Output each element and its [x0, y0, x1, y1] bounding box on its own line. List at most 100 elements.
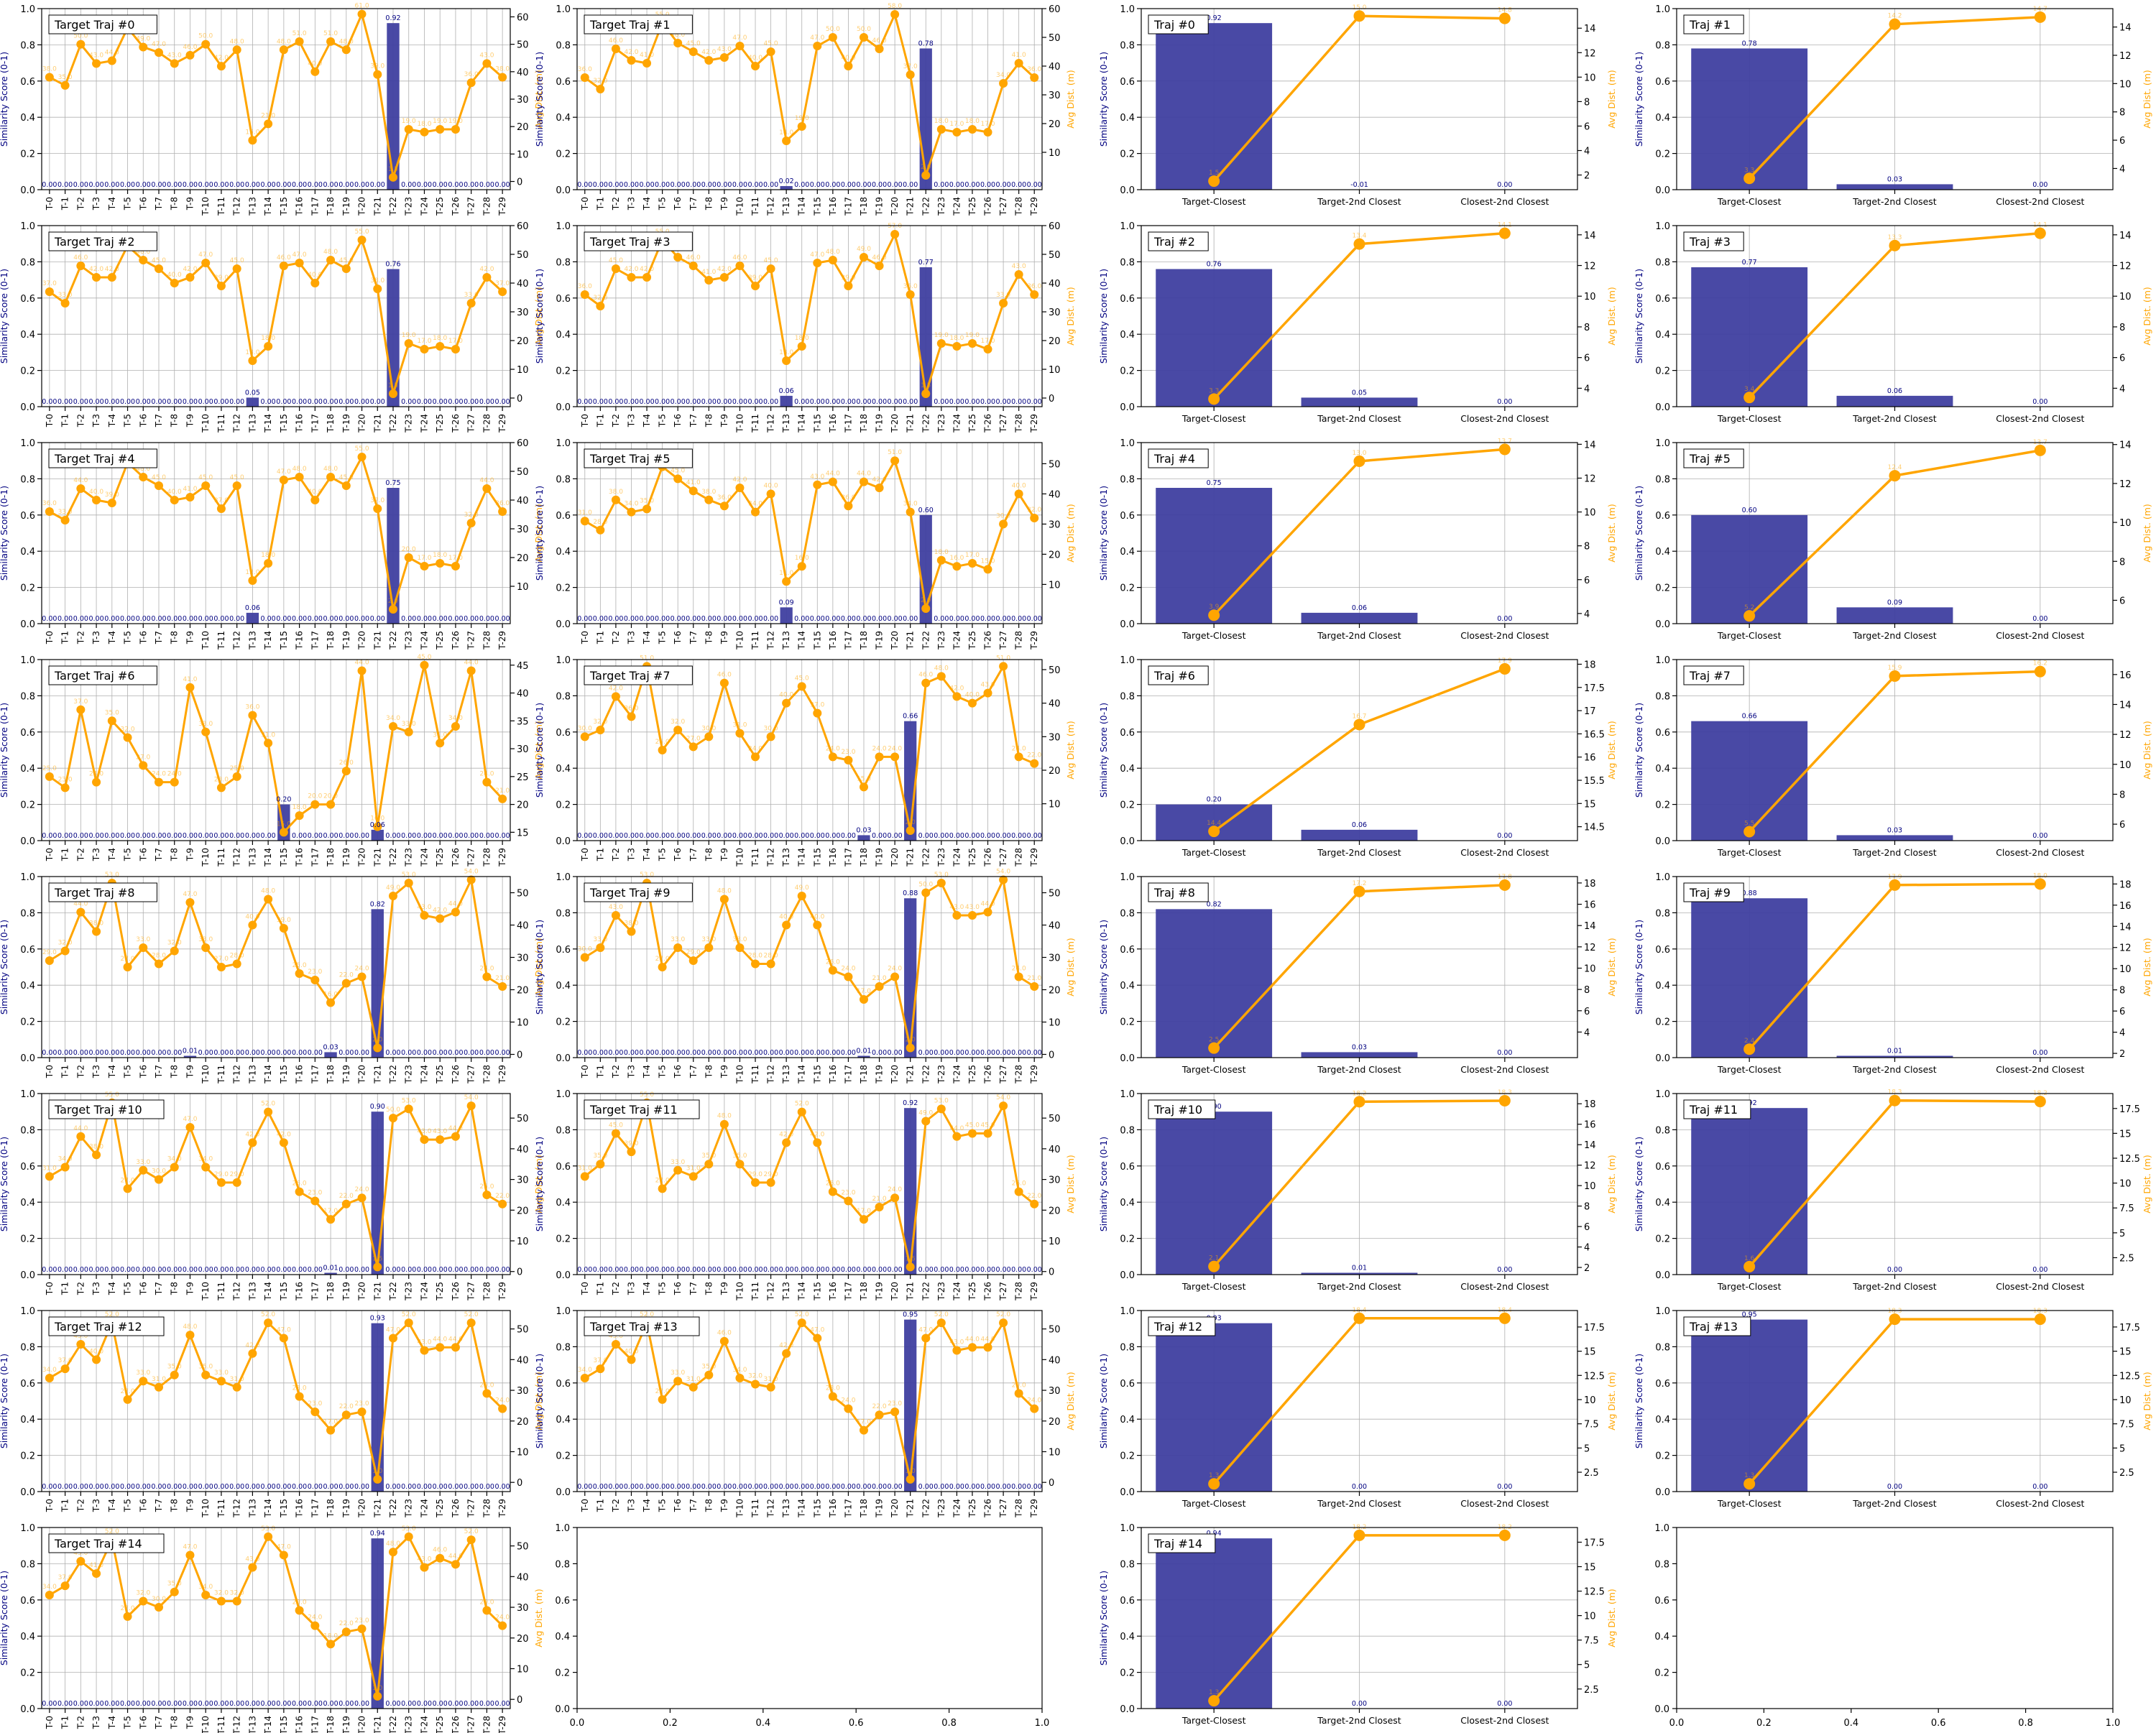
y2-tick-label: 4: [1584, 1027, 1590, 1038]
y-tick-label: 0.6: [1655, 1379, 1670, 1390]
x-tick-label: T-13: [781, 414, 791, 433]
dist-point: [295, 811, 304, 821]
score-bar: [1691, 48, 1808, 190]
dist-point: [123, 1184, 132, 1193]
x-tick-label: T-0: [580, 197, 590, 211]
score-label: 0.00: [213, 1266, 229, 1274]
x-tick-label: T-23: [404, 1065, 414, 1084]
score-label: 0.00: [1887, 1266, 1902, 1274]
score-label: 0.00: [825, 1483, 840, 1491]
score-label: 0.00: [686, 398, 701, 406]
y-tick-label: 0.4: [1655, 1198, 1670, 1209]
dist-point: [936, 879, 946, 887]
panel-title: Target Traj #2: [54, 235, 135, 249]
x-tick-label: T-3: [626, 1499, 636, 1512]
dist-point: [482, 777, 492, 787]
dist-label: 27.0: [655, 1388, 670, 1395]
dist-label: 41.0: [89, 1562, 103, 1569]
right-axis-label: Avg Dist. (m): [2142, 1372, 2152, 1431]
dist-point: [45, 956, 54, 965]
x-tick-label: Target-2nd Closest: [1317, 1498, 1401, 1509]
y2-tick-label: 10: [2119, 518, 2132, 529]
score-label: 0.00: [88, 1049, 103, 1057]
y2-tick-label: 50: [517, 1542, 529, 1553]
score-label: 0.00: [433, 398, 448, 406]
dist-label: 52.0: [934, 1311, 949, 1318]
dist-label: 52.0: [996, 1311, 1010, 1318]
dist-point: [326, 1425, 336, 1435]
score-label: 0.00: [417, 1266, 432, 1274]
axes-frame: [576, 876, 1043, 1058]
dist-point: [466, 78, 476, 88]
y2-tick-label: 4: [1584, 1243, 1590, 1254]
score-label: 0.00: [779, 1266, 794, 1274]
score-label: 0.00: [261, 1266, 276, 1274]
x-tick-label: T-17: [310, 1065, 320, 1084]
score-label: 0.00: [448, 832, 463, 840]
score-bar: [1836, 395, 1953, 407]
x-tick-label: T-15: [279, 1065, 289, 1084]
score-label: 0.00: [261, 615, 276, 623]
x-tick-label: T-21: [372, 1282, 382, 1301]
score-label: 0.00: [73, 615, 88, 623]
score-label: 0.00: [433, 832, 448, 840]
left-axis-label: Similarity Score (0-1): [1098, 269, 1109, 364]
dist-point: [232, 959, 241, 969]
score-label: 0.00: [856, 1483, 871, 1491]
score-label: 0.00: [779, 832, 794, 840]
score-label: 0.00: [732, 615, 747, 623]
y2-tick-label: 40: [517, 689, 529, 700]
score-label: 0.00: [198, 1049, 213, 1057]
dist-label: 47.0: [810, 251, 824, 259]
dist-label: 49.0: [136, 35, 150, 42]
x-tick-label: T-3: [626, 414, 636, 428]
x-tick-label: T-11: [750, 197, 760, 216]
score-label: 0.00: [747, 1266, 763, 1274]
dist-label: 17.2: [1352, 880, 1366, 887]
x-tick-label: T-9: [719, 848, 729, 861]
score-label: 0.00: [479, 181, 494, 189]
x-tick-label: T-13: [247, 1282, 257, 1301]
dist-point: [264, 1532, 273, 1541]
dist-label: 49.0: [386, 884, 400, 892]
title-box: [1148, 14, 1209, 34]
right-axis-label: Avg Dist. (m): [533, 504, 544, 563]
dist-point: [1014, 752, 1023, 762]
dist-point: [921, 171, 931, 180]
dist-point: [828, 1187, 837, 1196]
dist-point: [1498, 443, 1511, 456]
score-label: 0.75: [1207, 479, 1222, 487]
x-tick-label: T-0: [45, 1716, 55, 1729]
dist-point: [797, 1107, 806, 1117]
score-label: 0.00: [763, 832, 778, 840]
panel-title: Traj #6: [1153, 669, 1195, 683]
dist-label: 46.0: [686, 254, 701, 262]
dist-label: 34.0: [996, 72, 1010, 79]
dist-point: [735, 262, 745, 270]
score-label: 0.00: [949, 1483, 964, 1491]
y-tick-label: 0.2: [1655, 800, 1670, 811]
dist-label: 3.3: [1744, 167, 1754, 174]
dist-label: 33.0: [58, 509, 73, 516]
x-tick-label: T-27: [998, 1282, 1008, 1301]
dist-point: [60, 80, 70, 90]
x-tick-label: T-13: [781, 1499, 791, 1518]
dist-point: [341, 767, 351, 776]
x-tick-label: T-14: [263, 631, 273, 650]
dist-label: 36.0: [717, 494, 732, 502]
y-tick-label: 0.2: [556, 149, 571, 160]
x-tick-label: T-13: [247, 197, 257, 216]
dist-point: [357, 1407, 367, 1416]
score-label: 0.00: [903, 615, 918, 623]
x-tick-label: T-21: [906, 848, 916, 867]
y2-tick-label: 40: [517, 1572, 529, 1583]
x-tick-label: T-23: [936, 848, 946, 867]
dist-point: [673, 943, 683, 952]
dist-point: [1498, 227, 1511, 239]
dist-label: 46.0: [872, 254, 887, 262]
x-tick-label: T-12: [232, 197, 242, 216]
score-label: 0.00: [338, 1483, 354, 1491]
dist-point: [92, 927, 101, 936]
dist-label: 13.0: [1352, 450, 1366, 457]
x-tick-label: T-27: [466, 1065, 476, 1084]
